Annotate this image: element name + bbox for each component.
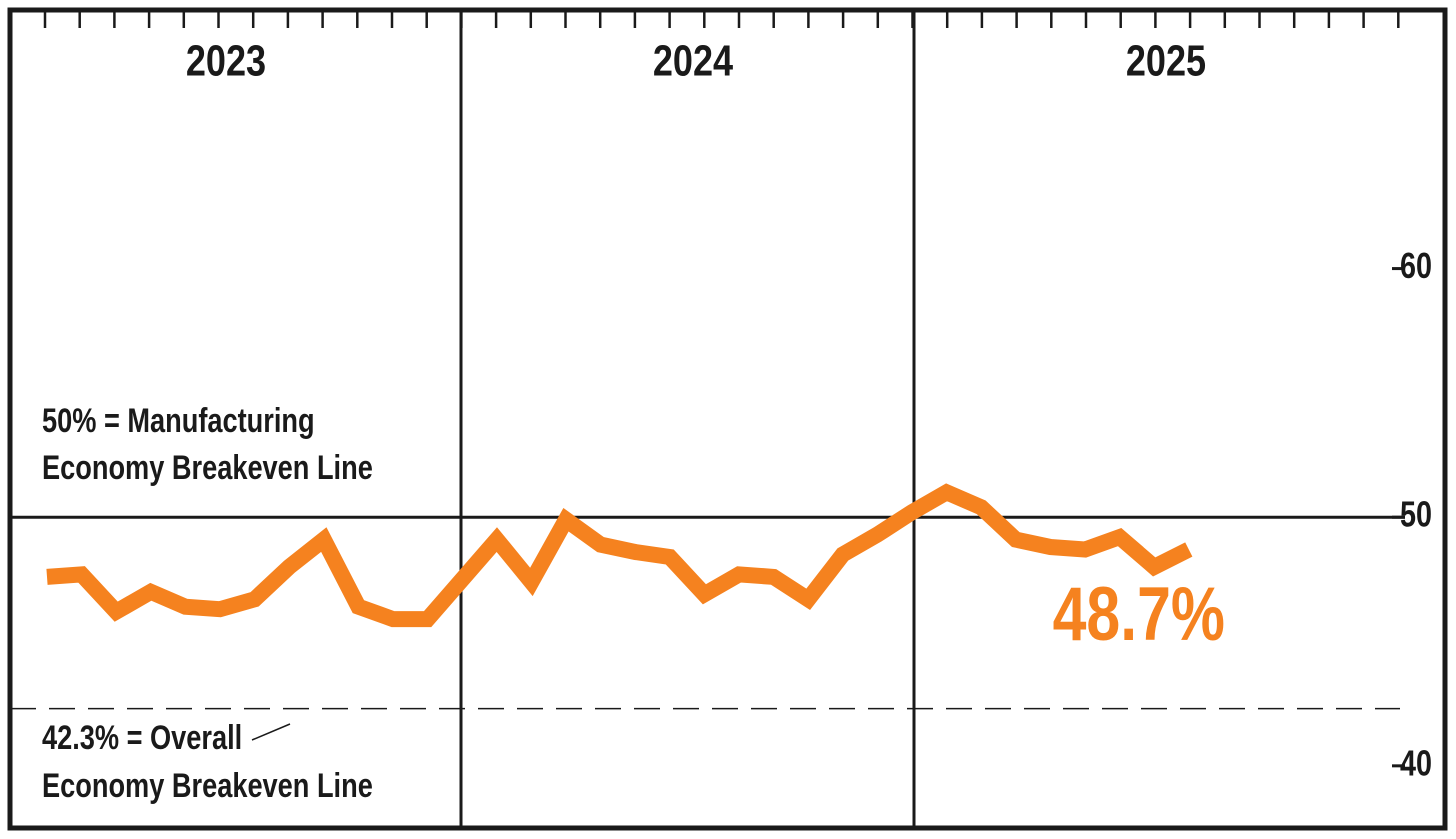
year-label: 2024: [653, 36, 734, 85]
y-tick-label: 60: [1400, 245, 1432, 286]
year-label: 2025: [1126, 36, 1206, 85]
series-line: [46, 483, 1193, 628]
value-label: 48.7%: [1053, 572, 1225, 657]
reference-label: 42.3% = Overall: [42, 718, 242, 757]
reference-label: Economy Breakeven Line: [42, 766, 373, 805]
y-tick-label: 40: [1400, 742, 1432, 783]
reference-label: Economy Breakeven Line: [42, 448, 373, 487]
label-pointer: [251, 723, 291, 741]
y-tick-label: 50: [1400, 494, 1432, 535]
year-label: 2023: [186, 36, 266, 85]
frame: [7, 7, 1448, 831]
reference-label: 50% = Manufacturing: [42, 401, 315, 440]
